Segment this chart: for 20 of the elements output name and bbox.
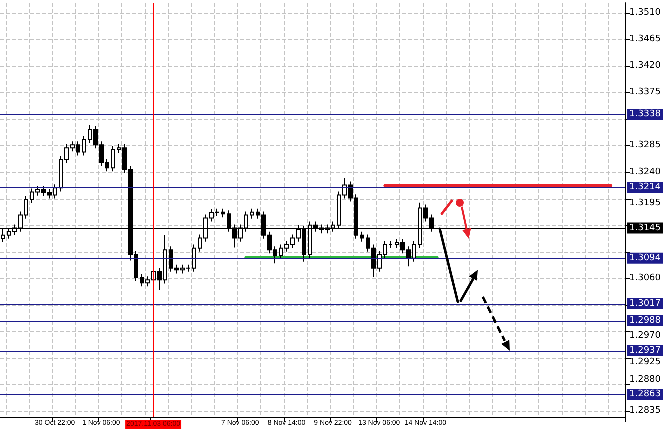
y-tick-label: 1.3375 — [630, 88, 662, 98]
y-tick-label: 1.2925 — [630, 358, 662, 368]
ref-line-label: 1.3214 — [630, 182, 662, 193]
ref-line-label: 1.3094 — [630, 253, 662, 264]
ref-line-label: 1.3017 — [630, 298, 662, 309]
ref-line-label: 1.2937 — [630, 346, 662, 356]
y-tick-label: 1.3510 — [630, 8, 662, 18]
ref-line-label: 1.3338 — [630, 109, 662, 120]
ref-line-label: 1.3145 — [630, 223, 662, 234]
ref-line-label: 1.2863 — [630, 390, 662, 400]
y-tick-label: 1.3420 — [630, 61, 662, 72]
ref-line-label: 1.2988 — [630, 316, 662, 326]
y-tick-label: 1.3240 — [630, 167, 662, 178]
y-tick-label: 1.3195 — [630, 198, 662, 208]
y-tick-label: 1.3285 — [630, 140, 662, 151]
y-tick-label: 1.2835 — [630, 406, 662, 416]
y-tick-label: 1.2880 — [630, 375, 662, 386]
y-tick-label: 1.3060 — [630, 273, 662, 284]
y-tick-label: 1.3465 — [630, 34, 662, 45]
y-tick-label: 1.2970 — [630, 330, 662, 341]
